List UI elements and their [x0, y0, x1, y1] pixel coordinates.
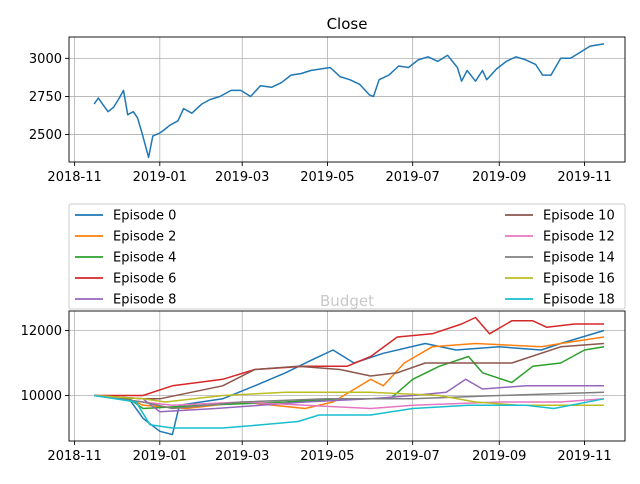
legend-item-episode-12: Episode 12	[505, 230, 615, 245]
episode-18-line	[93, 394, 605, 429]
episode-16-line	[94, 391, 604, 407]
close-x-tick-label: 2019-09	[472, 170, 526, 185]
budget-x-tick-label: 2019-09	[472, 449, 526, 464]
legend-frame	[68, 203, 626, 310]
close-ticks: 2018-11 2019-01 2019-03 2019-05 2019-07 2019-…	[29, 52, 612, 185]
close-x-tick-label: 2019-05	[300, 170, 354, 185]
budget-series	[93, 316, 605, 436]
episode-14-line	[94, 391, 605, 410]
legend-item-episode-18: Episode 18	[505, 293, 615, 308]
legend: Episode 0 Episode 2 Episode 4 Episode 6 Epis…	[68, 203, 626, 310]
budget-y-tick-label: 12000	[21, 324, 62, 339]
legend-label-episode-16: Episode 16	[543, 272, 615, 287]
legend-item-episode-8: Episode 8	[75, 293, 176, 308]
legend-label-episode-2: Episode 2	[113, 230, 176, 245]
legend-label-episode-0: Episode 0	[113, 209, 176, 224]
budget-ticks: 2018-11 2019-01 2019-03 2019-05 2019-07 2019-…	[21, 324, 612, 464]
episode-2-line	[94, 336, 605, 410]
episode-4-line	[94, 346, 605, 410]
budget-x-tick-label: 2018-11	[47, 449, 101, 464]
close-y-tick-label: 2750	[29, 90, 62, 105]
close-x-tick-label: 2019-11	[557, 170, 611, 185]
close-axes-frame	[68, 36, 626, 163]
legend-item-episode-16: Episode 16	[505, 272, 615, 287]
legend-label-episode-18: Episode 18	[543, 293, 615, 308]
close-title: Close	[327, 15, 368, 33]
legend-item-episode-6: Episode 6	[75, 272, 176, 287]
legend-items: Episode 0 Episode 2 Episode 4 Episode 6 Epis…	[75, 209, 615, 308]
close-x-tick-label: 2019-03	[215, 170, 269, 185]
legend-item-episode-2: Episode 2	[75, 230, 176, 245]
episode-6-line	[94, 316, 604, 397]
close-line	[93, 43, 605, 159]
episode-10-line	[94, 342, 605, 400]
budget-x-tick-label: 2019-07	[385, 449, 439, 464]
budget-x-tick-label: 2019-03	[215, 449, 269, 464]
budget-grid	[69, 311, 625, 441]
close-y-tick-label: 2500	[29, 128, 62, 143]
legend-label-episode-10: Episode 10	[543, 209, 615, 224]
close-series	[93, 43, 605, 159]
budget-x-tick-label: 2019-11	[557, 449, 611, 464]
budget-axes-frame	[68, 310, 626, 442]
budget-title: Budget	[320, 292, 374, 310]
legend-item-episode-4: Episode 4	[75, 251, 176, 266]
legend-label-episode-8: Episode 8	[113, 293, 176, 308]
budget-x-tick-label: 2019-01	[133, 449, 187, 464]
legend-label-episode-6: Episode 6	[113, 272, 176, 287]
legend-item-episode-0: Episode 0	[75, 209, 176, 224]
episode-0-line	[94, 329, 605, 436]
budget-y-tick-label: 10000	[21, 389, 62, 404]
close-x-tick-label: 2019-01	[133, 170, 187, 185]
legend-label-episode-12: Episode 12	[543, 230, 615, 245]
legend-label-episode-4: Episode 4	[113, 251, 176, 266]
close-chart: 2018-11 2019-01 2019-03 2019-05 2019-07 2019-…	[29, 15, 626, 185]
close-y-tick-label: 3000	[29, 52, 62, 67]
legend-item-episode-14: Episode 14	[505, 251, 615, 266]
budget-chart: 2018-11 2019-01 2019-03 2019-05 2019-07 2019-…	[21, 310, 626, 464]
legend-item-episode-10: Episode 10	[505, 209, 615, 224]
close-grid	[69, 37, 625, 162]
episode-8-line	[94, 378, 604, 413]
legend-label-episode-14: Episode 14	[543, 251, 615, 266]
episode-12-line	[94, 394, 605, 410]
budget-x-tick-label: 2019-05	[300, 449, 354, 464]
close-x-tick-label: 2019-07	[385, 170, 439, 185]
close-x-tick-label: 2018-11	[47, 170, 101, 185]
